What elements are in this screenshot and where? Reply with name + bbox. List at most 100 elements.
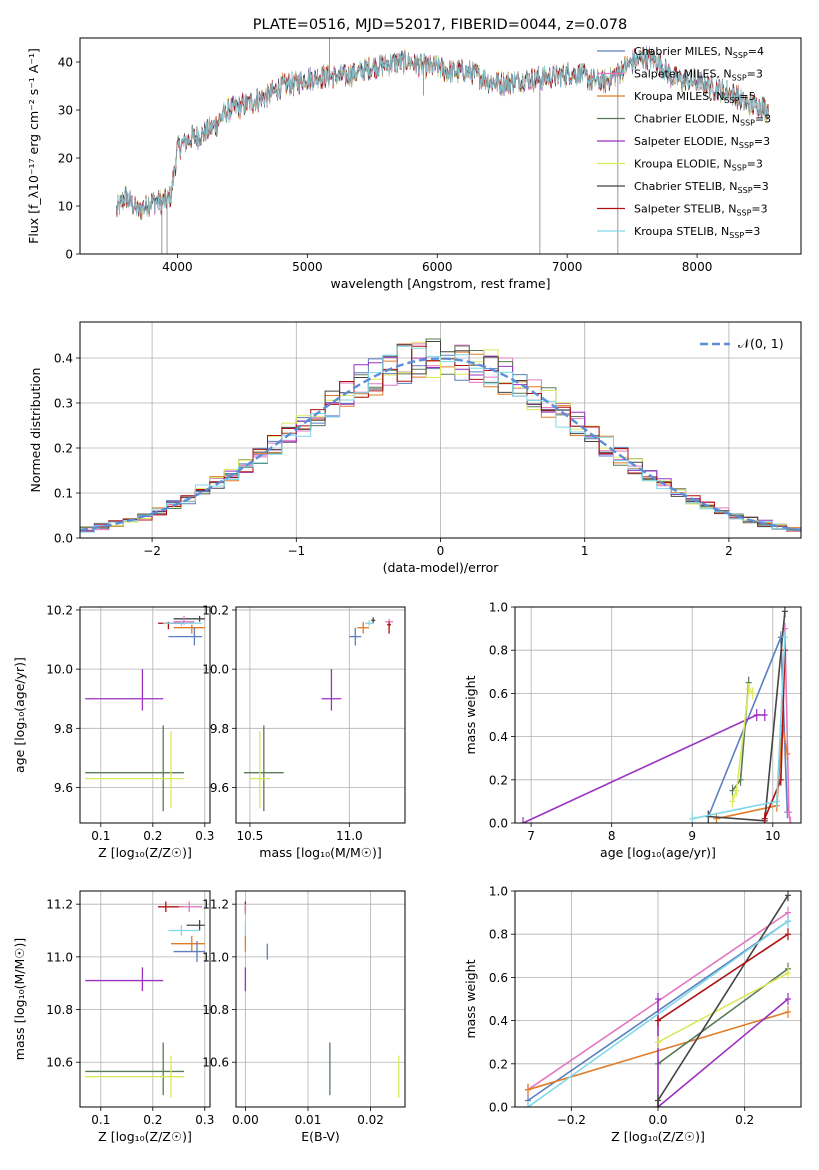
axes-frame [235, 606, 406, 824]
panels: 4000 5000 6000 7000 8000010203040wavelength … [12, 37, 802, 1144]
weight-series-line [707, 636, 789, 817]
data-point [249, 731, 270, 809]
axes-frame [79, 321, 802, 539]
y-axis-label: Normed distribution [28, 368, 43, 493]
plot-area [244, 901, 400, 1098]
weight-series-line [657, 933, 789, 1022]
legend-subscript: SSP [732, 164, 747, 173]
weight-series-line [657, 998, 789, 1107]
legend-subscript: SSP [733, 51, 748, 60]
x-tick-label: 6000 [422, 260, 453, 274]
weight-series [655, 993, 791, 1107]
legend-entry: 𝒩(0, 1) [738, 336, 784, 351]
legend-text: =5 [739, 90, 755, 103]
legend-entry: Kroupa ELODIE, NSSP=3 [634, 158, 763, 173]
y-tick-label: 0.0 [489, 817, 508, 831]
plot-area [85, 901, 205, 1098]
y-tick-label: 0.2 [489, 1057, 508, 1071]
x-axis-label: (data-model)/error [383, 560, 500, 575]
x-tick-label: 0 [437, 544, 445, 558]
y-tick-label: 10.8 [46, 1003, 73, 1017]
plot-area [85, 615, 205, 812]
legend-text: =3 [754, 135, 770, 148]
data-point [168, 925, 200, 936]
y-tick-label: 0.0 [489, 1101, 508, 1115]
x-tick-label: −2 [143, 544, 161, 558]
panel-massweight-vs-Z: −0.2 0.0 0.2 0.0 0.2 0.4 0.6 0.8 1.0 Z [log₁₀(Z/Z… [463, 885, 802, 1144]
x-tick-label: 7000 [552, 260, 583, 274]
legend-text: =4 [748, 45, 764, 58]
x-tick-label: 10 [765, 829, 780, 843]
data-point [85, 669, 164, 711]
data-point [349, 627, 362, 646]
data-point [85, 1042, 184, 1096]
x-tick-label: 8000 [682, 260, 713, 274]
panel-age-vs-Z: 0.1 0.2 0.3 9.6 9.8 10.0 10.2 Z [log₁₀(Z/Z☉)] ag… [12, 603, 214, 860]
x-tick-label: 2 [725, 544, 733, 558]
weight-series [689, 631, 788, 823]
x-tick-label: 0.3 [195, 1113, 214, 1127]
data-point [387, 621, 392, 634]
data-point [371, 617, 376, 624]
y-tick-label: 9.8 [54, 722, 73, 736]
weight-series-line [527, 920, 789, 1107]
legend-text: Chabrier STELIB, N [634, 180, 738, 193]
x-tick-label: 1 [581, 544, 589, 558]
y-tick-label: 9.6 [54, 781, 73, 795]
x-tick-label: 0.1 [91, 829, 110, 843]
x-axis-label: E(B-V) [301, 1129, 340, 1144]
legend: 𝒩(0, 1) [700, 336, 784, 351]
x-tick-label: 7 [527, 829, 535, 843]
legend-text: Salpeter MILES, N [634, 68, 732, 81]
legend-entry: Chabrier MILES, NSSP=4 [634, 45, 764, 60]
legend-entry: Salpeter STELIB, NSSP=3 [634, 203, 768, 218]
y-tick-label: 10.2 [202, 603, 229, 617]
data-point [173, 615, 205, 622]
x-tick-label: 0.2 [143, 1113, 162, 1127]
legend-text: =3 [755, 113, 771, 126]
weight-series [655, 967, 791, 1049]
x-tick-label: −1 [287, 544, 305, 558]
data-point [173, 941, 205, 963]
y-tick-label: 30 [58, 104, 73, 118]
y-tick-label: 10.2 [46, 603, 73, 617]
legend-text: =3 [753, 180, 769, 193]
y-tick-label: 10 [58, 200, 73, 214]
y-tick-label: 1.0 [489, 885, 508, 899]
data-point [171, 935, 205, 952]
weight-series-line [784, 628, 792, 823]
axes-frame [79, 606, 211, 824]
y-tick-label: 0.1 [54, 487, 73, 501]
data-point [85, 967, 164, 992]
data-point [173, 624, 205, 634]
legend-text: Chabrier MILES, N [634, 45, 733, 58]
y-tick-label: 0.3 [54, 397, 73, 411]
y-tick-label: 1.0 [489, 601, 508, 615]
y-tick-label: 0.6 [489, 971, 508, 985]
y-tick-label: 11.2 [202, 898, 229, 912]
panel-residuals: −2 −1 0 1 2 0.0 0.1 0.2 0.3 0.4 (data-model)/error… [28, 321, 802, 575]
x-tick-label: 0.2 [735, 1113, 754, 1127]
legend-subscript: SSP [724, 96, 739, 105]
y-tick-label: 0.6 [489, 687, 508, 701]
data-point [163, 620, 203, 627]
x-tick-label: 0.3 [195, 829, 214, 843]
x-tick-label: 8 [608, 829, 616, 843]
axes-frame [514, 606, 802, 824]
y-tick-label: 0 [65, 248, 73, 262]
legend-entry: Chabrier ELODIE, NSSP=3 [634, 113, 771, 128]
axes-frame [235, 890, 406, 1108]
gaussian-curve [80, 357, 801, 532]
y-tick-label: 10.0 [46, 663, 73, 677]
data-point [85, 725, 184, 812]
x-axis-label: wavelength [Angstrom, rest frame] [330, 276, 550, 291]
plot-area [80, 338, 801, 535]
legend-entry: Salpeter MILES, NSSP=3 [634, 68, 763, 83]
weight-series-line [657, 972, 789, 1043]
x-axis-label: Z [log₁₀(Z/Z☉)] [611, 1129, 705, 1144]
weight-series-line [731, 687, 754, 802]
legend-entry: Kroupa MILES, NSSP=5 [634, 90, 756, 105]
x-tick-label: 0.2 [143, 829, 162, 843]
